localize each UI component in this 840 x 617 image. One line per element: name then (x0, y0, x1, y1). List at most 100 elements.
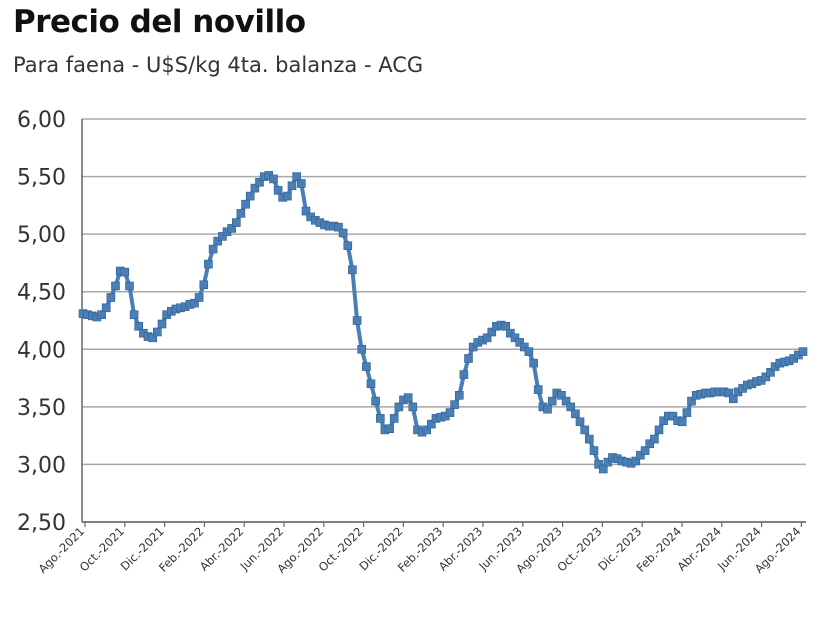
data-point (394, 402, 404, 412)
data-point (482, 333, 492, 343)
data-point (157, 319, 167, 329)
data-point (668, 411, 678, 421)
y-tick-label: 6,00 (17, 108, 66, 133)
data-point (362, 362, 371, 371)
series-line (82, 173, 805, 471)
data-point (533, 385, 543, 394)
data-point (584, 434, 594, 444)
data-point (580, 425, 590, 435)
data-point (519, 342, 529, 352)
data-point (125, 281, 134, 291)
grid-lines (82, 118, 806, 523)
data-point (468, 342, 478, 352)
data-point (245, 191, 255, 201)
chart-title: Precio del novillo (13, 4, 306, 40)
data-point (571, 409, 580, 419)
data-point (199, 280, 209, 290)
data-point (659, 416, 668, 426)
data-point (566, 402, 576, 412)
x-tick-label: Abr.-2022 (197, 524, 246, 573)
data-point (454, 390, 464, 400)
data-point (403, 393, 413, 402)
data-point (287, 181, 297, 191)
data-point (255, 178, 264, 187)
data-point (650, 434, 659, 444)
data-point (464, 354, 473, 363)
data-point (459, 370, 469, 379)
data-point (106, 293, 116, 302)
data-point (101, 303, 111, 313)
data-point (273, 186, 283, 195)
data-point (654, 425, 664, 435)
x-tick-labels: Ago.-2021Oct.-2021Dic.-2021Feb.-2022Abr.… (35, 522, 804, 576)
data-point (561, 396, 571, 406)
data-point (385, 424, 394, 434)
data-point (334, 222, 343, 232)
data-point (589, 446, 599, 455)
data-point (677, 417, 687, 427)
data-point (366, 379, 376, 389)
data-point (153, 327, 162, 337)
data-point (575, 417, 585, 427)
data-point (352, 316, 362, 325)
data-point (645, 439, 655, 449)
data-point (636, 450, 645, 460)
data-point (603, 457, 613, 467)
data-point (111, 281, 120, 291)
y-tick-label: 3,50 (17, 396, 66, 421)
data-point (598, 464, 608, 474)
data-point (236, 209, 246, 218)
data-point (543, 404, 552, 414)
data-point (348, 265, 357, 275)
data-point (506, 328, 515, 338)
data-point (631, 456, 641, 466)
y-tick-label: 4,00 (17, 338, 66, 363)
data-point (357, 344, 367, 354)
data-point (190, 298, 199, 308)
axes (81, 119, 806, 523)
data-point (640, 446, 650, 455)
y-tick-label: 5,00 (17, 223, 66, 248)
data-point (487, 327, 497, 337)
data-point (515, 338, 524, 347)
x-tick-label: Abr.-2023 (436, 524, 485, 573)
data-point (728, 394, 738, 404)
data-point (408, 402, 418, 412)
data-point (120, 267, 130, 277)
y-tick-labels: 2,50 3,00 3,50 4,00 4,50 5,00 5,50 6,00 (17, 108, 66, 536)
data-point (232, 218, 241, 227)
data-point (250, 183, 260, 193)
data-point (227, 224, 236, 233)
data-point (724, 388, 734, 398)
data-point (301, 206, 311, 216)
data-point (547, 396, 557, 406)
data-point (682, 408, 692, 417)
data-point (148, 333, 157, 343)
data-point (129, 310, 139, 320)
data-point (766, 367, 775, 377)
y-tick-label: 5,50 (17, 166, 66, 191)
data-point (204, 259, 213, 269)
data-point (529, 358, 538, 368)
data-point (422, 425, 432, 435)
data-point (687, 396, 696, 406)
data-point (343, 241, 353, 250)
y-tick-label: 2,50 (17, 511, 66, 536)
chart-subtitle: Para faena - U$S/kg 4ta. balanza - ACG (13, 53, 424, 77)
data-point (296, 179, 306, 188)
data-point (445, 408, 455, 417)
data-point (524, 347, 534, 356)
x-tick-label: Abr.-2024 (674, 524, 723, 573)
data-point (218, 232, 227, 241)
data-point (761, 372, 771, 382)
data-point (269, 174, 278, 184)
data-point (557, 390, 566, 400)
y-tick-label: 3,00 (17, 453, 66, 478)
data-point (501, 321, 511, 331)
data-point (510, 333, 520, 343)
data-point (208, 244, 218, 254)
data-point (292, 172, 302, 181)
price-series (78, 171, 808, 474)
data-point (283, 191, 292, 201)
